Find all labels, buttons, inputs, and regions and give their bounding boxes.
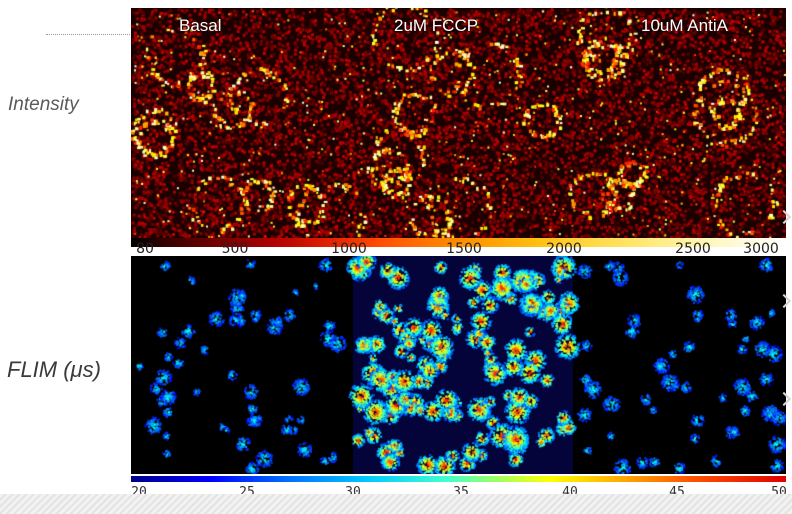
intensity-tick: 1500 (446, 241, 482, 257)
decorative-bottom-stripe (0, 494, 792, 514)
intensity-colorbar: 80 500 1000 1500 2000 2500 3000 (131, 238, 786, 256)
intensity-tick: 3000 (743, 241, 779, 257)
intensity-tick: 80 (136, 241, 154, 257)
intensity-tick: 2000 (546, 241, 582, 257)
flim-colorbar-gradient (131, 476, 786, 482)
flim-image-panel (131, 256, 786, 474)
condition-label-antia: 10uM AntiA (641, 16, 728, 35)
intensity-row-label: Intensity (8, 94, 79, 115)
flim-row-label: FLIM (μs) (7, 357, 101, 382)
intensity-colorbar-gradient (131, 238, 786, 247)
condition-label-basal: Basal (179, 16, 222, 35)
intensity-tick: 2500 (675, 241, 711, 257)
dotted-guide-line (46, 34, 130, 35)
flim-micrograph (131, 256, 786, 474)
intensity-micrograph (131, 8, 786, 238)
condition-label-fccp: 2uM FCCP (394, 16, 479, 35)
intensity-tick: 1000 (331, 241, 367, 257)
intensity-tick: 500 (221, 241, 249, 257)
intensity-image-panel: Basal 2uM FCCP 10uM AntiA (131, 8, 786, 238)
